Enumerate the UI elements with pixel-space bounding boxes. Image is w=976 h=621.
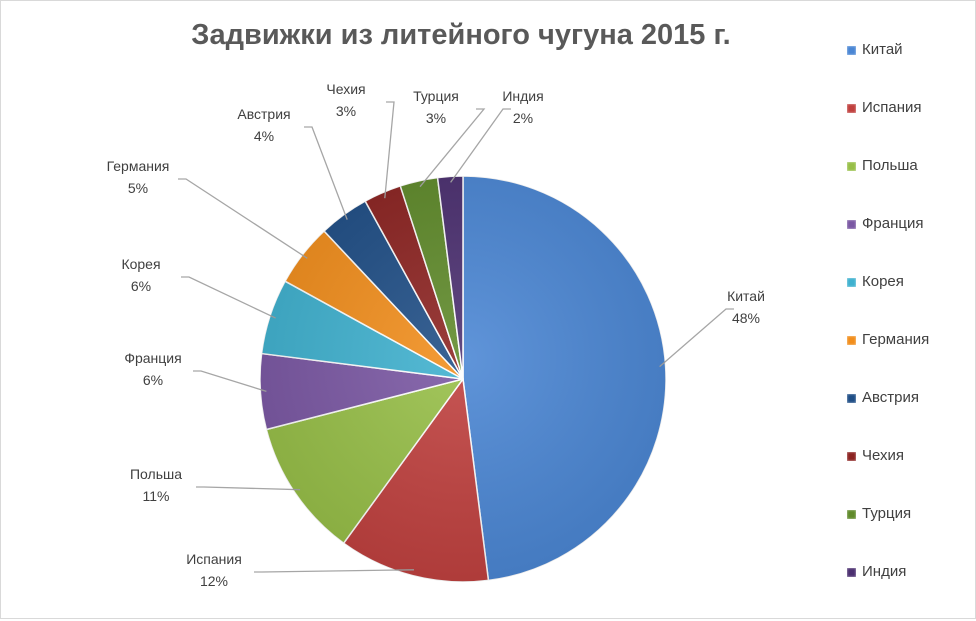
legend-label: Индия [862, 563, 907, 580]
legend-label: Франция [862, 215, 924, 232]
slice-name-label: Франция [124, 350, 181, 366]
legend-swatch-icon [847, 452, 856, 461]
legend-label: Чехия [862, 447, 905, 464]
legend-item: Турция [847, 505, 929, 563]
leader-line [304, 126, 348, 220]
leader-line [178, 178, 308, 259]
slice-percent-label: 12% [200, 573, 228, 589]
legend-label: Польша [862, 157, 918, 174]
slice-name-label: Австрия [237, 106, 290, 122]
leader-line [419, 108, 486, 188]
slice-percent-label: 48% [732, 310, 760, 326]
legend-item: Индия [847, 563, 929, 621]
slice-name-label: Чехия [326, 81, 365, 97]
legend-label: Австрия [862, 389, 920, 406]
legend-label: Германия [862, 331, 930, 348]
legend-item: Австрия [847, 389, 929, 447]
slice-name-label: Китай [727, 288, 765, 304]
slice-percent-label: 4% [254, 128, 274, 144]
slice-percent-label: 11% [143, 488, 170, 504]
pie-slice [462, 175, 667, 582]
leader-line [254, 569, 415, 573]
legend-item: Польша [847, 157, 929, 215]
slice-name-label: Корея [121, 256, 160, 272]
legend: Китай Испания Польша Франция Корея Герма… [847, 41, 929, 621]
legend-swatch-icon [847, 568, 856, 577]
slice-name-label: Польша [130, 466, 182, 482]
legend-swatch-icon [847, 104, 856, 113]
slice-name-label: Германия [107, 158, 170, 174]
slice-percent-label: 6% [143, 372, 163, 388]
leader-line [181, 276, 276, 319]
legend-swatch-icon [847, 510, 856, 519]
chart-title: Задвижки из литейного чугуна 2015 г. [191, 19, 731, 51]
legend-swatch-icon [847, 278, 856, 287]
slice-name-label: Индия [502, 88, 543, 104]
leader-line [450, 108, 511, 183]
slice-percent-label: 3% [426, 110, 446, 126]
slice-percent-label: 3% [336, 103, 356, 119]
slice-name-label: Испания [186, 551, 242, 567]
legend-swatch-icon [847, 46, 856, 55]
legend-swatch-icon [847, 336, 856, 345]
legend-item: Китай [847, 41, 929, 99]
leader-line [659, 308, 734, 368]
legend-item: Германия [847, 331, 929, 389]
slice-percent-label: 2% [513, 110, 533, 126]
leader-line [196, 486, 301, 491]
legend-item: Испания [847, 99, 929, 157]
legend-item: Франция [847, 215, 929, 273]
legend-label: Турция [862, 505, 912, 522]
legend-swatch-icon [847, 220, 856, 229]
legend-label: Китай [862, 41, 903, 58]
legend-swatch-icon [847, 394, 856, 403]
leader-line [384, 101, 395, 199]
legend-label: Испания [862, 99, 922, 116]
legend-label: Корея [862, 273, 904, 290]
slice-percent-label: 6% [131, 278, 151, 294]
leader-line [193, 370, 267, 393]
legend-swatch-icon [847, 162, 856, 171]
slice-percent-label: 5% [128, 180, 148, 196]
legend-item: Корея [847, 273, 929, 331]
slice-name-label: Турция [413, 88, 459, 104]
legend-item: Чехия [847, 447, 929, 505]
